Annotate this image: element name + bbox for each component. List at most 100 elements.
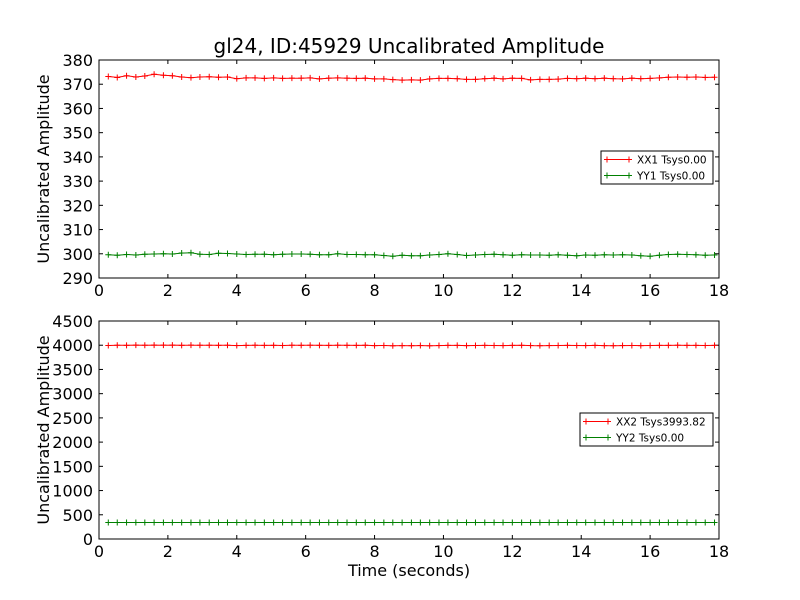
x-axis-label: Time (seconds): [347, 561, 470, 580]
data-point: [114, 342, 121, 349]
data-point: [674, 251, 681, 258]
data-point: [316, 251, 323, 258]
data-point: [665, 342, 672, 349]
data-point: [509, 75, 516, 82]
data-point: [692, 73, 699, 80]
data-point: [371, 342, 378, 349]
data-point: [169, 251, 176, 258]
data-point: [114, 252, 121, 259]
data-point: [711, 519, 718, 526]
data-point: [637, 75, 644, 82]
data-point: [647, 519, 654, 526]
data-point: [628, 519, 635, 526]
data-point: [628, 251, 635, 258]
data-point: [472, 76, 479, 83]
data-point: [536, 76, 543, 83]
data-point: [582, 519, 589, 526]
data-point: [573, 75, 580, 82]
data-point: [325, 342, 332, 349]
data-point: [298, 519, 305, 526]
data-point: [619, 519, 626, 526]
data-point: [536, 519, 543, 526]
data-point: [711, 74, 718, 81]
data-point: [656, 519, 663, 526]
data-point: [444, 519, 451, 526]
data-point: [665, 519, 672, 526]
data-point: [527, 251, 534, 258]
data-point: [261, 342, 268, 349]
data-point: [518, 519, 525, 526]
data-point: [481, 251, 488, 258]
data-point: [105, 342, 112, 349]
legend-box: [579, 412, 714, 447]
data-point: [123, 72, 130, 79]
data-point: [252, 519, 259, 526]
data-point: [334, 519, 341, 526]
data-point: [527, 342, 534, 349]
data-point: [353, 75, 360, 82]
data-point: [408, 76, 415, 83]
data-point: [417, 519, 424, 526]
data-point: [215, 250, 222, 257]
data-point: [114, 74, 121, 81]
data-point: [692, 342, 699, 349]
data-point: [491, 251, 498, 258]
data-point: [408, 519, 415, 526]
data-point: [160, 519, 167, 526]
y-tick-label: 500: [62, 506, 93, 525]
data-point: [316, 519, 323, 526]
x-tick-label: 4: [232, 281, 242, 300]
x-tick-label: 10: [433, 542, 453, 561]
data-point: [215, 342, 222, 349]
data-point: [132, 73, 139, 80]
data-point: [151, 342, 158, 349]
data-point: [141, 519, 148, 526]
y-tick-label: 3000: [52, 385, 93, 404]
series-2: [105, 249, 718, 260]
x-tick-label: 10: [433, 281, 453, 300]
data-point: [389, 76, 396, 83]
data-point: [243, 251, 250, 258]
data-point: [463, 342, 470, 349]
data-point: [380, 342, 387, 349]
legend: XX2 Tsys3993.82 YY2 Tsys0.00: [579, 412, 714, 447]
data-point: [610, 251, 617, 258]
x-tick-label: 16: [640, 281, 660, 300]
data-point: [500, 342, 507, 349]
data-point: [435, 519, 442, 526]
data-point: [307, 74, 314, 81]
legend-marker: [583, 418, 611, 425]
data-point: [491, 75, 498, 82]
data-point: [334, 342, 341, 349]
data-point: [592, 252, 598, 259]
data-point: [481, 75, 488, 82]
data-point: [619, 251, 626, 258]
data-point: [298, 342, 305, 349]
data-point: [454, 342, 461, 349]
data-point: [619, 342, 626, 349]
y-tick-label: 1000: [52, 482, 93, 501]
data-point: [546, 342, 553, 349]
data-point: [123, 342, 130, 349]
data-point: [399, 519, 406, 526]
data-point: [224, 519, 231, 526]
data-point: [573, 252, 580, 259]
data-point: [564, 75, 571, 82]
data-point: [141, 251, 148, 258]
data-point: [426, 342, 433, 349]
data-point: [270, 519, 277, 526]
data-point: [454, 519, 461, 526]
data-point: [252, 251, 259, 258]
data-point: [196, 519, 203, 526]
x-tick-label: 14: [571, 542, 591, 561]
data-point: [270, 251, 277, 258]
data-point: [362, 75, 369, 82]
data-point: [454, 251, 461, 258]
series-1: [105, 71, 718, 84]
data-point: [261, 251, 268, 258]
data-point: [123, 519, 130, 526]
data-point: [536, 342, 543, 349]
data-point: [105, 73, 112, 80]
data-point: [555, 76, 562, 83]
chart-2: 0 2 4 6 8 10 12 14 16 180500100015002000250030003…: [34, 312, 729, 580]
